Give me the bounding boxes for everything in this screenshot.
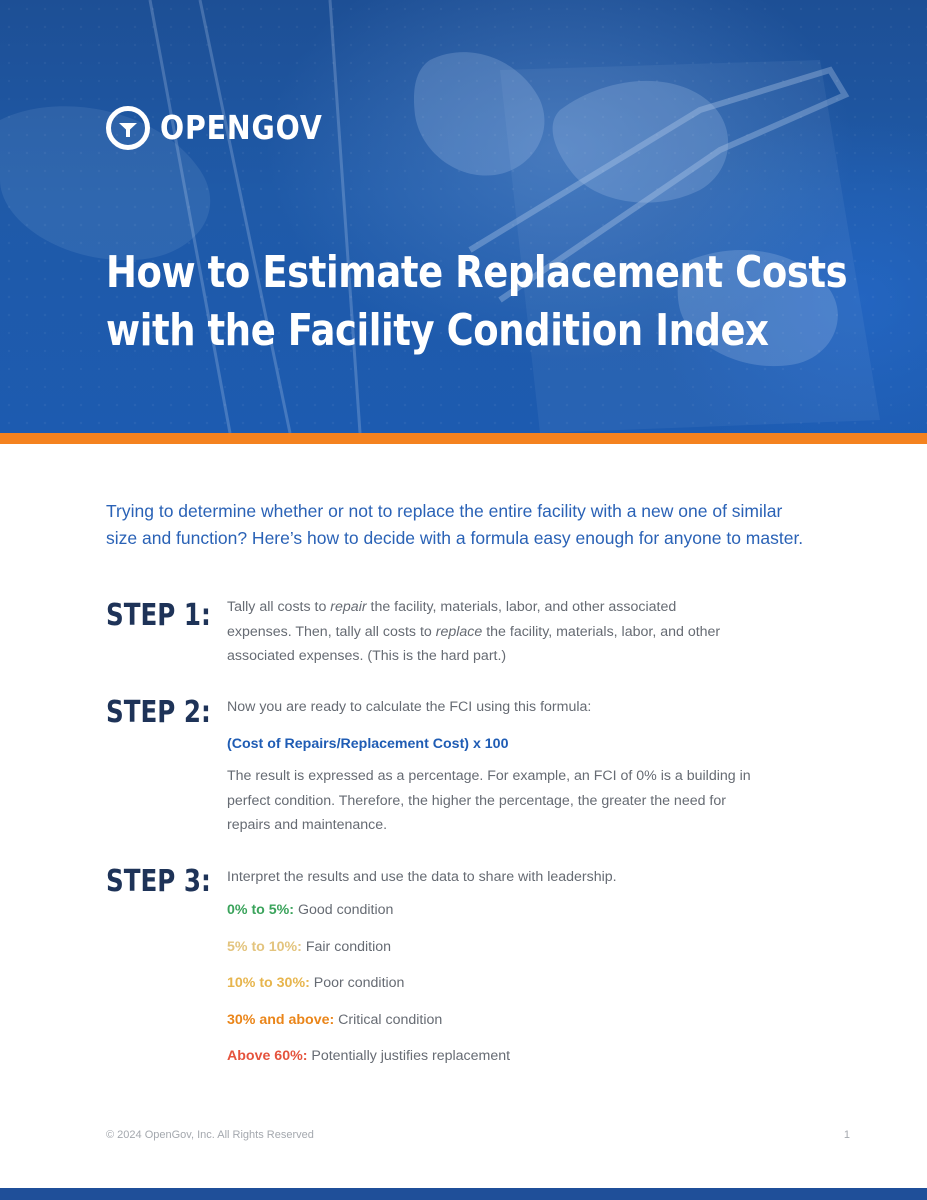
step-3-intro-line: Interpret the results and use the data t… xyxy=(227,869,617,885)
fci-range-list: 0% to 5%: Good condition 5% to 10%: Fair… xyxy=(227,898,510,1081)
intro-paragraph: Trying to determine whether or not to re… xyxy=(106,498,866,552)
range-description: Potentially justifies replacement xyxy=(307,1048,511,1064)
step-2-result-text: The result is expressed as a percentage.… xyxy=(227,764,787,838)
hero-background-photo xyxy=(0,0,927,433)
hero-banner: OPENGOV How to Estimate Replacement Cost… xyxy=(0,0,927,433)
intro-line-1: Trying to determine whether or not to re… xyxy=(106,501,783,521)
step-1-text: Tally all costs to repair the facility, … xyxy=(227,595,787,669)
step-2-result-line-2: perfect condition. Therefore, the higher… xyxy=(227,792,726,809)
opengov-logo-icon xyxy=(106,106,150,150)
step-1-line-1: Tally all costs to repair the facility, … xyxy=(227,595,787,620)
logo-wordmark: OPENGOV xyxy=(160,108,323,147)
fci-formula: (Cost of Repairs/Replacement Cost) x 100 xyxy=(227,736,509,752)
fci-range-replacement: Above 60%: Potentially justifies replace… xyxy=(227,1044,510,1081)
fci-range-fair: 5% to 10%: Fair condition xyxy=(227,935,510,972)
intro-line-2: size and function? Here’s how to decide … xyxy=(106,528,804,548)
step-1-repair-emphasis: repair xyxy=(330,599,367,615)
range-description: Poor condition xyxy=(309,975,405,991)
bottom-blue-band xyxy=(0,1188,927,1200)
range-label: 10% to 30%: xyxy=(227,975,310,991)
page-number: 1 xyxy=(843,1129,850,1141)
orange-divider-band xyxy=(0,433,927,444)
step-1-line-1-a: Tally all costs to xyxy=(227,599,331,615)
hero-dot-pattern xyxy=(0,0,927,433)
range-description: Good condition xyxy=(294,902,394,918)
fci-range-critical: 30% and above: Critical condition xyxy=(227,1008,510,1045)
range-label: 30% and above: xyxy=(227,1011,335,1028)
step-1-replace-emphasis: replace xyxy=(435,623,483,640)
range-description: Critical condition xyxy=(334,1011,443,1028)
range-label: 0% to 5%: xyxy=(227,902,295,918)
step-3-label: STEP 3: xyxy=(106,864,211,899)
page-title-line-2: with the Facility Condition Index xyxy=(106,305,769,356)
step-1-line-2: expenses. Then, tally all costs to repla… xyxy=(227,620,787,645)
step-2-label: STEP 2: xyxy=(106,695,211,730)
range-label: 5% to 10%: xyxy=(227,938,302,955)
step-1-label: STEP 1: xyxy=(106,598,211,633)
step-1-line-2-b: the facility, materials, labor, and othe… xyxy=(482,623,721,640)
page-title: How to Estimate Replacement Costs with t… xyxy=(106,244,862,360)
range-description: Fair condition xyxy=(301,938,392,955)
step-1-line-3: associated expenses. (This is the hard p… xyxy=(227,648,507,664)
step-1-line-1-b: the facility, materials, labor, and othe… xyxy=(366,599,677,615)
footer-copyright: © 2024 OpenGov, Inc. All Rights Reserved xyxy=(106,1129,314,1141)
range-label: Above 60%: xyxy=(227,1048,308,1064)
page-title-line-1: How to Estimate Replacement Costs xyxy=(106,247,848,298)
step-1-line-2-a: expenses. Then, tally all costs to xyxy=(227,623,436,640)
step-2-result-line-1: The result is expressed as a percentage.… xyxy=(227,768,751,784)
step-3-intro-text: Interpret the results and use the data t… xyxy=(227,865,787,890)
fci-range-good: 0% to 5%: Good condition xyxy=(227,898,510,935)
fci-range-poor: 10% to 30%: Poor condition xyxy=(227,971,510,1008)
step-2-intro-text: Now you are ready to calculate the FCI u… xyxy=(227,695,787,720)
step-2-intro-line: Now you are ready to calculate the FCI u… xyxy=(227,699,592,715)
step-2-result-line-3: repairs and maintenance. xyxy=(227,817,388,833)
opengov-logo: OPENGOV xyxy=(106,104,349,152)
